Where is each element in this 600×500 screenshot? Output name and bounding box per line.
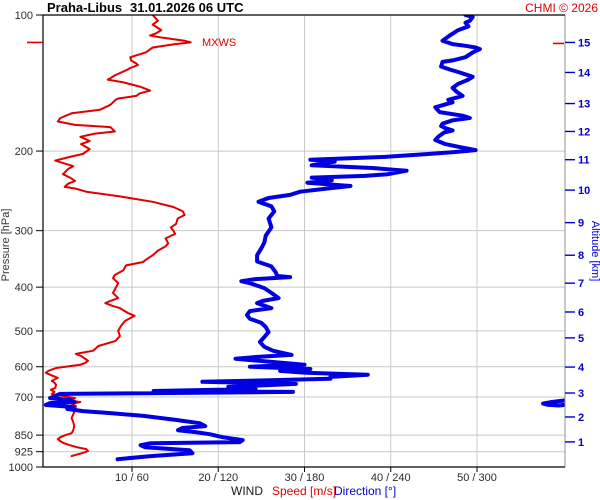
pressure-tick-label: 600	[15, 362, 33, 374]
wind-tick-label: 40 / 240	[371, 472, 411, 484]
pressure-axis-title: Pressure [hPa]	[0, 209, 12, 282]
altitude-tick-label: 2	[578, 412, 584, 424]
curves-layer	[43, 15, 565, 462]
pressure-tick-label: 925	[15, 447, 33, 459]
altitude-tick-label: 10	[578, 185, 590, 197]
pressure-tick-label: 200	[15, 146, 33, 158]
pressure-tick-label: 850	[15, 430, 33, 442]
altitude-tick-label: 12	[578, 126, 590, 138]
altitude-tick-label: 15	[578, 37, 590, 49]
altitude-tick-label: 11	[578, 155, 590, 167]
altitude-tick-label: 6	[578, 307, 584, 319]
x-axis-title-wind: WIND	[231, 484, 263, 498]
pressure-tick-label: 500	[15, 326, 33, 338]
wind-tick-label: 30 / 180	[285, 472, 325, 484]
altitude-tick-label: 13	[578, 99, 590, 111]
wind-tick-label: 10 / 60	[115, 472, 149, 484]
altitude-tick-label: 9	[578, 218, 584, 230]
wind-direction-curve	[43, 15, 482, 462]
copyright-notice: CHMI © 2026	[525, 1, 598, 15]
x-axis-title-speed: Speed [m/s]	[272, 484, 336, 498]
altitude-axis-title: Altitude [km]	[589, 221, 600, 282]
altitude-tick-label: 3	[578, 388, 584, 400]
pressure-tick-label: 300	[15, 226, 33, 238]
wind-direction-curve	[541, 398, 565, 408]
altitude-tick-label: 7	[578, 278, 584, 290]
gridlines-layer	[43, 15, 565, 467]
pressure-tick-label: 1000	[9, 462, 33, 474]
altitude-tick-label: 4	[578, 362, 585, 374]
ticks-layer	[27, 14, 575, 472]
x-axis-title-direction: Direction [°]	[334, 484, 396, 498]
wind-tick-label: 50 / 300	[457, 472, 497, 484]
station-title: Praha-Libus	[47, 0, 122, 15]
sounding-datetime: 31.01.2026 06 UTC	[130, 0, 244, 15]
altitude-tick-label: 8	[578, 250, 584, 262]
altitude-tick-label: 14	[578, 67, 591, 79]
wind-tick-label: 20 / 120	[198, 472, 238, 484]
pressure-tick-label: 700	[15, 392, 33, 404]
pressure-tick-label: 400	[15, 282, 33, 294]
altitude-tick-label: 5	[578, 333, 584, 345]
pressure-tick-label: 100	[15, 10, 33, 22]
max-wind-speed-label: MXWS	[202, 37, 236, 49]
altitude-tick-label: 1	[578, 437, 584, 449]
